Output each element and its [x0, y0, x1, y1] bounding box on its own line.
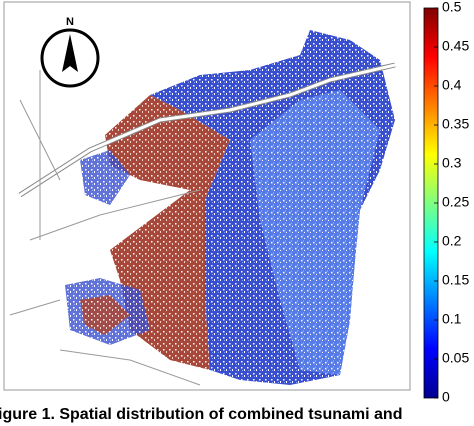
- colorbar-tick-label: 0.15: [442, 272, 469, 288]
- colorbar-tick-label: 0.4: [442, 77, 462, 93]
- colorbar-tick-label: 0: [442, 389, 450, 405]
- colorbar-tick-label: 0.35: [442, 116, 469, 132]
- colorbar-tick-label: 0.3: [442, 155, 462, 171]
- map: N: [3, 1, 411, 391]
- north-label: N: [66, 16, 74, 28]
- colorbar-tick-label: 0.1: [442, 311, 462, 327]
- colorbar-tick-label: 0.45: [442, 38, 469, 54]
- colorbar-tick-label: 0.25: [442, 194, 469, 210]
- colorbar-tick-label: 0.05: [442, 350, 469, 366]
- colorbar-tick-label: 0.5: [442, 0, 462, 15]
- colorbar-tick-label: 0.2: [442, 233, 462, 249]
- caption: igure 1. Spatial distribution of combine…: [0, 406, 402, 423]
